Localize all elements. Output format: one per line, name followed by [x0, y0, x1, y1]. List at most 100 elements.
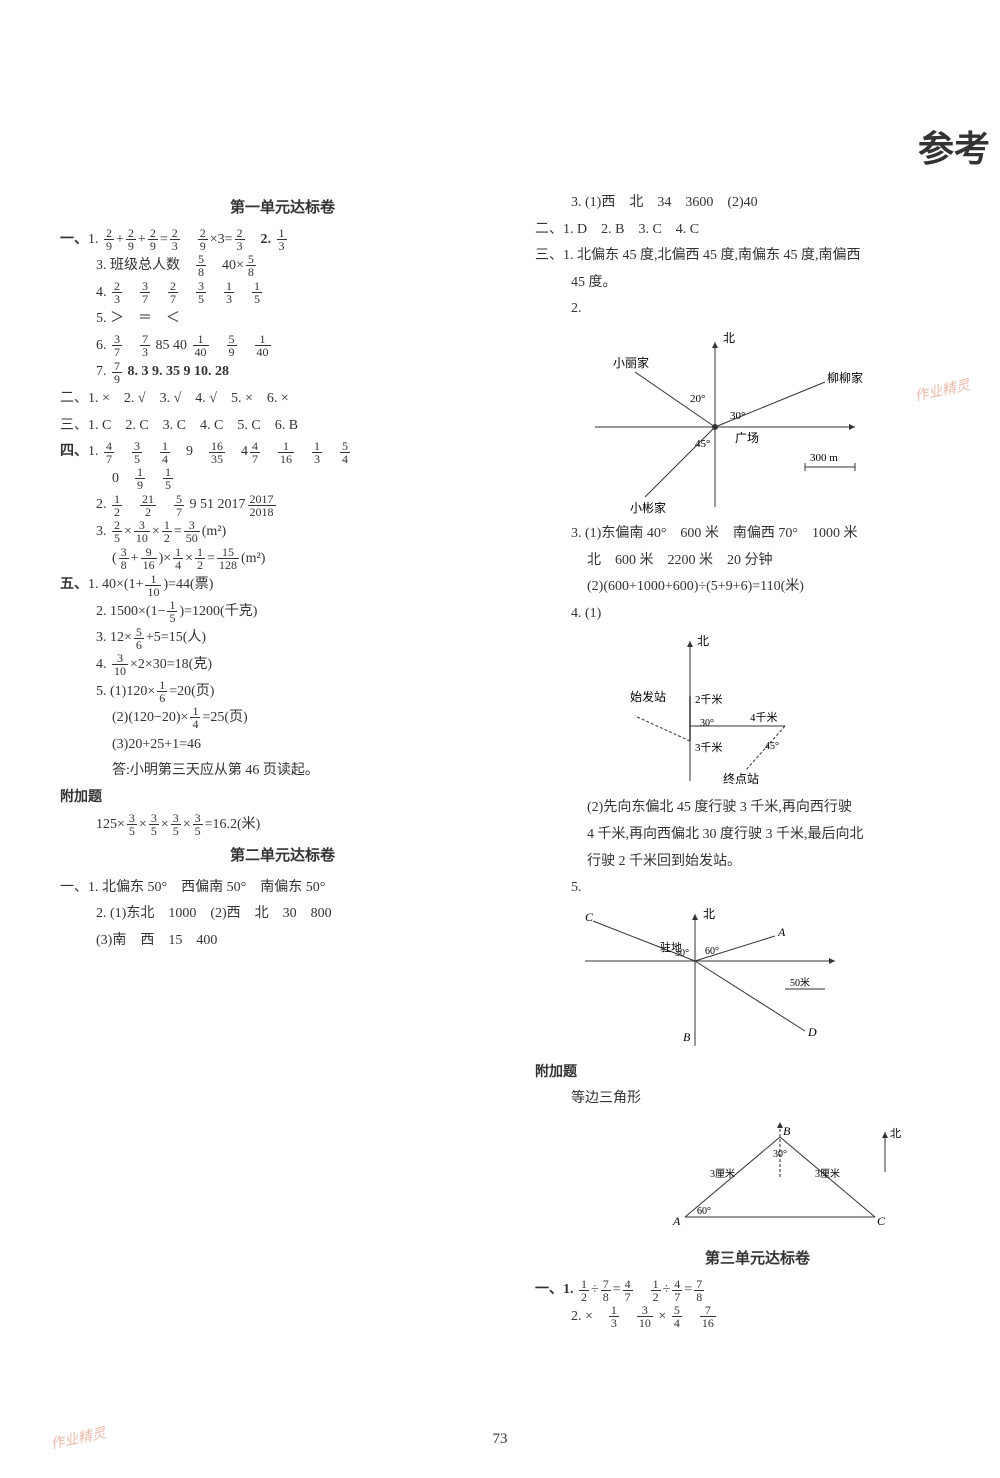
svg-text:3厘米: 3厘米	[815, 1167, 840, 1180]
svg-text:30°: 30°	[700, 718, 714, 729]
q6-mid: 85 40	[152, 338, 191, 353]
r-3: 3. (1)西 北 34 3600 (2)40	[535, 190, 980, 217]
sec5-q5-1: 5. (1)120×16=20(页)	[60, 679, 505, 706]
extra-eq-label: 125×	[96, 817, 125, 832]
svg-text:3千米: 3千米	[695, 741, 723, 754]
r-3-2: (2)(600+1000+600)÷(5+9+6)=110(米)	[535, 574, 980, 601]
sec1-q6: 6. 3773 85 40 14059140	[60, 333, 505, 360]
svg-text:45°: 45°	[695, 438, 710, 450]
q3-label: 3. 班级总人数	[96, 258, 180, 273]
svg-text:B: B	[783, 1124, 791, 1138]
u2-1-1: 一、1. 北偏东 50° 西偏南 50° 南偏东 50°	[60, 875, 505, 902]
extra-label-left: 附加题	[60, 785, 505, 812]
q5-5-2-rest: =25(页)	[202, 710, 247, 725]
r-2-label: 2.	[535, 296, 980, 323]
r-4-2b: 4 千米,再向西偏北 30 度行驶 3 千米,最后向北	[535, 822, 980, 849]
sec2: 二、1. × 2. √ 3. √ 4. √ 5. × 6. ×	[60, 386, 505, 413]
svg-text:广场: 广场	[735, 431, 759, 445]
q4-1b-label: 0	[112, 471, 119, 486]
q4-2-mid: 9 51 2017	[186, 497, 246, 512]
r-5-label: 5.	[535, 875, 980, 902]
q5-4-rest: ×2×30=18(克)	[130, 657, 212, 672]
sec4-q3: 3. 25×310×12=350(m²)	[60, 519, 505, 546]
svg-text:B: B	[683, 1030, 691, 1044]
q5-1-rest: =44(票)	[168, 577, 213, 592]
extra-label-right: 附加题	[535, 1060, 980, 1087]
svg-text:柳柳家: 柳柳家	[827, 370, 863, 385]
diagram-5: 北 C 驻地 A 60° 30° D B 50米	[575, 906, 980, 1056]
q5-1-label: 1. 40×	[88, 577, 124, 592]
q1-1-label: 1.	[88, 232, 99, 247]
sec5-q4: 4. 310×2×30=18(克)	[60, 652, 505, 679]
svg-text:50米: 50米	[790, 976, 810, 989]
sec1-q5: 5. ＞ ＝ ＜	[60, 306, 505, 333]
svg-text:A: A	[672, 1214, 681, 1228]
svg-text:C: C	[585, 910, 594, 924]
page-number: 73	[0, 1431, 1000, 1448]
u2-1-2: 2. (1)东北 1000 (2)西 北 30 800	[60, 901, 505, 928]
q5-5-2-label: (2)(120−20)×	[112, 710, 188, 725]
svg-text:20°: 20°	[690, 393, 705, 405]
triangle-diagram: 北 A B C 60° 30° 3厘米 3厘米	[655, 1117, 915, 1237]
q5-2-label: 2. 1500×	[96, 604, 146, 619]
extra-eq-rest: =16.2(米)	[205, 817, 261, 832]
compass-diagram-2: 北 小丽家 柳柳家 广场 小彬家 20° 30° 45° 300 m	[575, 327, 895, 517]
left-column: 第一单元达标卷 一、1. 29+29+29=2329×3=232. 13 3. …	[60, 190, 505, 1418]
r-4-2c: 行驶 2 千米回到始发站。	[535, 849, 980, 876]
sec3: 三、1. C 2. C 3. C 4. C 5. C 6. B	[60, 413, 505, 440]
unit2-title: 第二单元达标卷	[60, 842, 505, 871]
u3-2-label: 2. ×	[571, 1309, 593, 1324]
svg-text:C: C	[877, 1214, 886, 1228]
svg-text:小彬家: 小彬家	[630, 500, 666, 515]
u2-1-3: (3)南 西 15 400	[60, 928, 505, 955]
q4-label: 4.	[96, 285, 107, 300]
u3-2-mid: ×	[655, 1309, 670, 1324]
svg-text:终点站: 终点站	[723, 771, 759, 786]
page-header: 参考	[918, 120, 990, 172]
sec4-q3b: (38+916)×14×12=15128(m²)	[60, 546, 505, 573]
svg-text:30°: 30°	[773, 1149, 787, 1160]
u3-1-label: 一、1.	[535, 1282, 574, 1297]
compass-diagram-5: 北 C 驻地 A 60° 30° D B 50米	[575, 906, 875, 1056]
r-3-1: 3. (1)东偏南 40° 600 米 南偏西 70° 1000 米	[535, 521, 980, 548]
r-sec3-1b: 45 度。	[535, 270, 980, 297]
diagram-triangle: 北 A B C 60° 30° 3厘米 3厘米	[655, 1117, 980, 1237]
u3-2: 2. ×13310 × 54716	[535, 1304, 980, 1331]
extra-ans-right: 等边三角形	[535, 1086, 980, 1113]
r-4-label: 4. (1)	[535, 601, 980, 628]
svg-text:4千米: 4千米	[750, 711, 778, 724]
svg-text:60°: 60°	[697, 1206, 711, 1217]
sec5-q5-2: (2)(120−20)×14=25(页)	[60, 705, 505, 732]
sec4-q2: 2. 1221257 9 51 201720172018	[60, 492, 505, 519]
q5-3-rest: +5=15(人)	[146, 630, 206, 645]
svg-text:300 m: 300 m	[810, 452, 838, 464]
r-3-1b: 北 600 米 2200 米 20 分钟	[535, 548, 980, 575]
sec1-q1: 一、1. 29+29+29=2329×3=232. 13	[60, 227, 505, 254]
r-sec3-1: 三、1. 北偏东 45 度,北偏西 45 度,南偏东 45 度,南偏西	[535, 243, 980, 270]
unit1-title: 第一单元达标卷	[60, 194, 505, 223]
svg-text:北: 北	[890, 1127, 901, 1140]
sec5-q3: 3. 12×56+5=15(人)	[60, 625, 505, 652]
svg-text:30°: 30°	[730, 410, 745, 422]
q5-3-label: 3. 12×	[96, 630, 132, 645]
q4-2-label: 2.	[96, 497, 107, 512]
extra-eq: 125×35×35×35×35=16.2(米)	[60, 812, 505, 839]
diagram-2: 北 小丽家 柳柳家 广场 小彬家 20° 30° 45° 300 m	[575, 327, 980, 517]
u3-1: 一、1. 12÷78=4712÷47=78	[535, 1277, 980, 1304]
r-sec2: 二、1. D 2. B 3. C 4. C	[535, 217, 980, 244]
sec5-label: 五、	[60, 577, 88, 592]
frac: 29	[104, 227, 114, 252]
svg-text:北: 北	[697, 634, 709, 648]
svg-text:45°: 45°	[765, 741, 779, 752]
content-columns: 第一单元达标卷 一、1. 29+29+29=2329×3=232. 13 3. …	[60, 190, 980, 1418]
sec5-q1: 五、1. 40×(1+110)=44(票)	[60, 572, 505, 599]
sec5-q2: 2. 1500×(1−15)=1200(千克)	[60, 599, 505, 626]
svg-text:北: 北	[703, 907, 715, 921]
q6-label: 6.	[96, 338, 107, 353]
sec4-q1b: 01915	[60, 466, 505, 493]
svg-text:小丽家: 小丽家	[613, 355, 649, 370]
route-diagram-4: 北 始发站 2千米 4千米 3千米 30° 45° 终点站	[575, 631, 835, 791]
r-4-2a: (2)先向东偏北 45 度行驶 3 千米,再向西行驶	[535, 795, 980, 822]
q4-3-unit: (m²)	[202, 524, 226, 539]
sec5-q5-3: (3)20+25+1=46	[60, 732, 505, 759]
